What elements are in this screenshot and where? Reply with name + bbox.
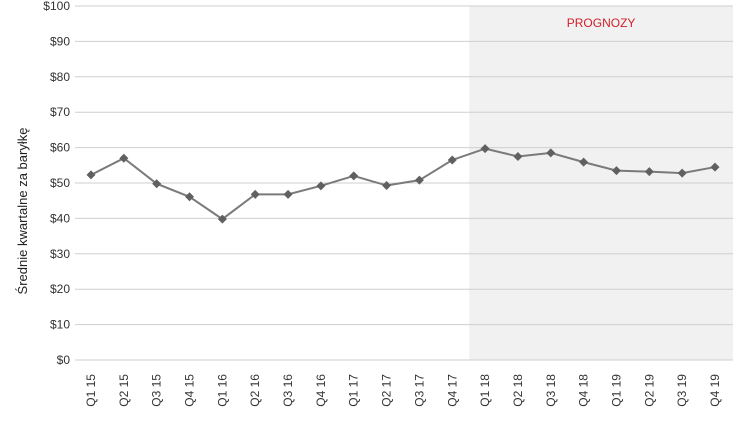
y-tick-label: $50 (50, 176, 70, 190)
y-tick-label: $70 (50, 105, 70, 119)
data-point-marker (283, 189, 293, 199)
y-tick-label: $80 (50, 70, 70, 84)
x-tick-label: Q4 15 (183, 374, 197, 407)
series-line (90, 147, 716, 221)
x-tick-label: Q3 17 (412, 374, 426, 407)
x-tick-label: Q1 16 (215, 374, 229, 407)
data-point-marker (316, 181, 326, 191)
y-tick-label: $90 (50, 34, 70, 48)
x-tick-label: Q1 18 (478, 374, 492, 407)
x-tick-label: Q1 17 (347, 374, 361, 407)
forecast-label: PROGNOZY (567, 16, 636, 30)
x-tick-label: Q2 17 (380, 374, 394, 407)
data-point-marker (546, 148, 556, 158)
x-tick-label: Q3 18 (544, 374, 558, 407)
data-point-marker (710, 162, 720, 172)
data-point-marker (447, 155, 457, 165)
data-point-marker (611, 166, 621, 176)
x-tick-label: Q2 19 (642, 374, 656, 407)
x-tick-label: Q4 18 (577, 374, 591, 407)
x-tick-label: Q1 15 (84, 374, 98, 407)
data-point-marker (414, 175, 424, 185)
data-markers (86, 144, 720, 224)
data-point-marker (349, 171, 359, 181)
y-tick-label: $60 (50, 141, 70, 155)
x-tick-label: Q4 17 (445, 374, 459, 407)
y-tick-label: $0 (57, 353, 71, 367)
data-point-marker (152, 179, 162, 189)
data-point-marker (677, 168, 687, 178)
x-tick-label: Q2 15 (117, 374, 131, 407)
gridlines (75, 5, 733, 361)
x-tick-label: Q2 18 (511, 374, 525, 407)
data-point-marker (480, 144, 490, 154)
y-tick-label: $10 (50, 318, 70, 332)
x-tick-label: Q3 19 (675, 374, 689, 407)
data-point-marker (119, 153, 129, 163)
data-point-marker (382, 180, 392, 190)
data-point-marker (185, 192, 195, 202)
y-tick-label: $20 (50, 282, 70, 296)
x-tick-label: Q3 16 (281, 374, 295, 407)
x-tick-label: Q2 16 (248, 374, 262, 407)
y-tick-label: $40 (50, 211, 70, 225)
x-tick-label: Q4 19 (708, 374, 722, 407)
data-point-marker (579, 157, 589, 167)
y-tick-label: $100 (43, 0, 70, 13)
data-point-marker (86, 170, 96, 180)
y-axis-label: Średnie kwartalne za baryłkę (15, 128, 30, 295)
data-point-marker (250, 189, 260, 199)
x-tick-label: Q1 19 (609, 374, 623, 407)
data-point-marker (644, 167, 654, 177)
x-tick-labels: Q1 15 Q2 15 Q3 15 Q4 15 Q1 16 Q2 16 Q3 16 Q4 16… (84, 374, 722, 407)
data-point-marker (217, 214, 227, 224)
x-tick-label: Q3 15 (150, 374, 164, 407)
x-tick-label: Q4 16 (314, 374, 328, 407)
data-point-marker (513, 151, 523, 161)
y-tick-labels: $0 $10 $20 $30 $40 $50 $60 $70 $80 $90 $100 (43, 0, 70, 367)
y-tick-label: $30 (50, 247, 70, 261)
